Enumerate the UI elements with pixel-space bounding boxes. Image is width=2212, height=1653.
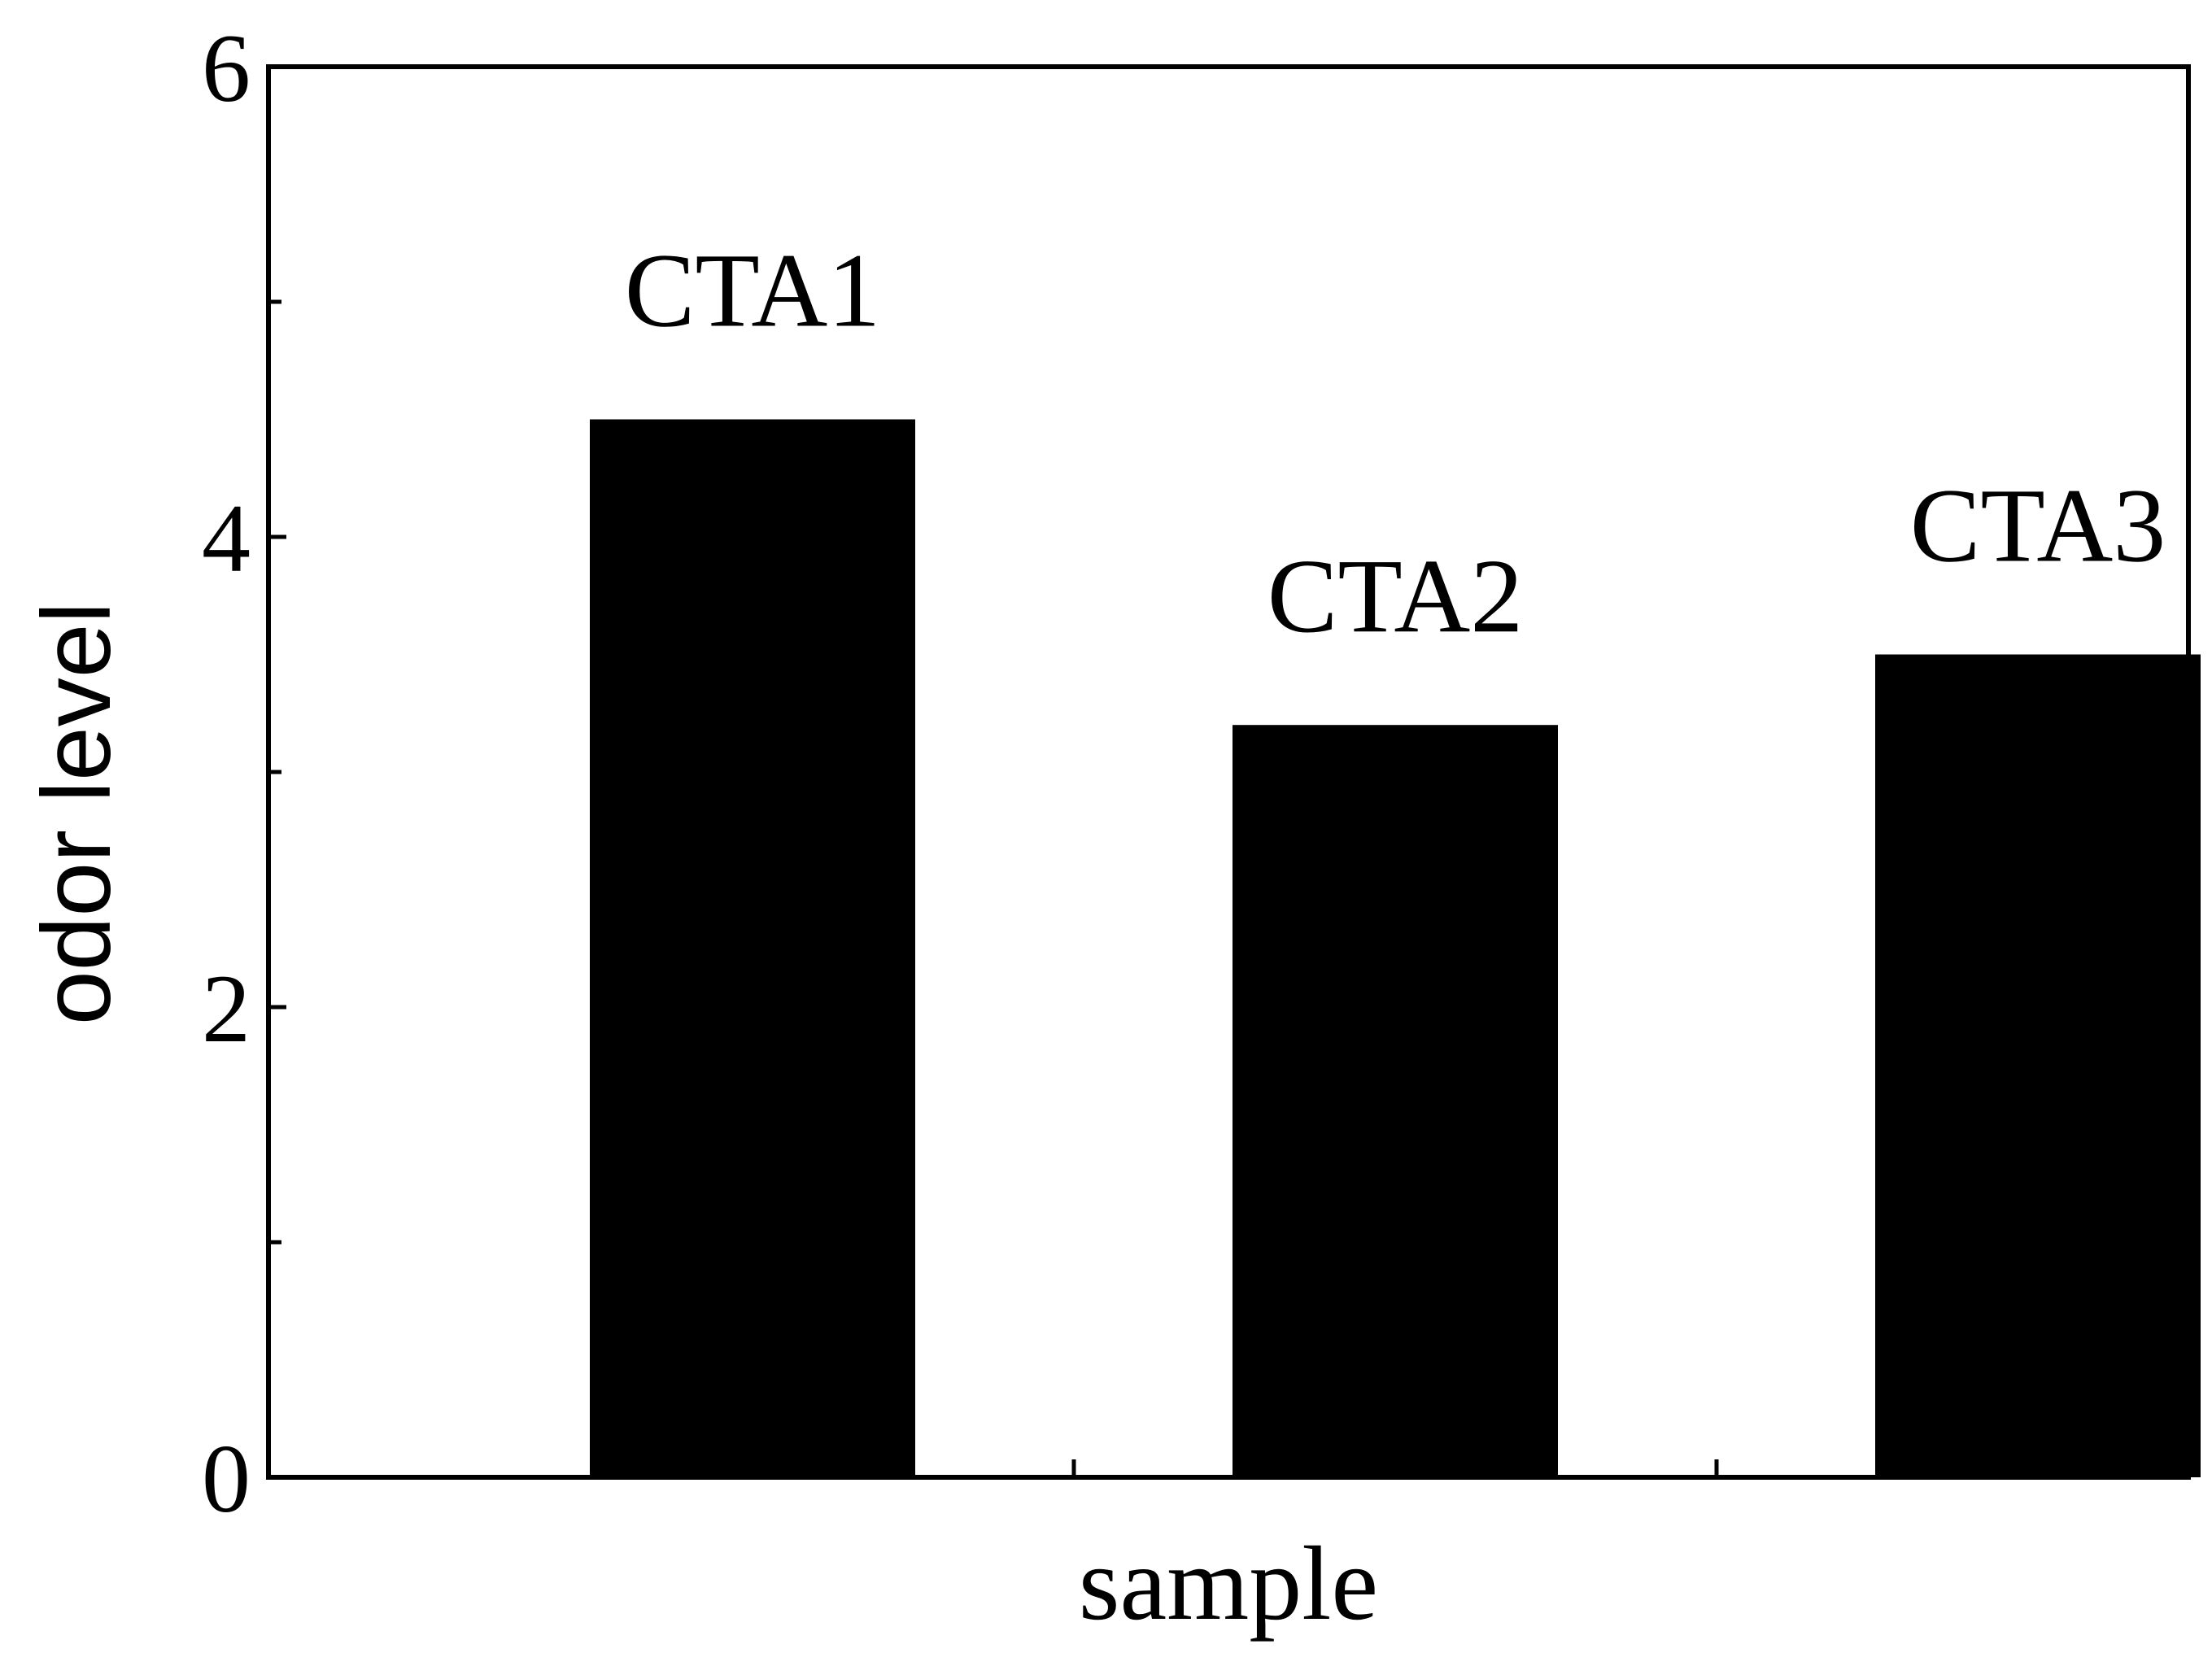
x-axis-label: sample	[1079, 1525, 1378, 1642]
y-tick-label: 4	[202, 484, 251, 592]
bar-cta1	[590, 419, 915, 1477]
y-axis-label: odor level	[22, 602, 131, 1025]
y-tick-label: 6	[202, 14, 251, 122]
bar-label: CTA1	[625, 233, 881, 350]
bar-label: CTA3	[1910, 468, 2166, 585]
y-tick-label: 0	[202, 1424, 251, 1533]
y-tick-label: 2	[202, 954, 251, 1062]
bar-label: CTA2	[1267, 538, 1524, 655]
bar-cta2	[1233, 725, 1558, 1477]
bar-cta3	[1875, 654, 2201, 1477]
